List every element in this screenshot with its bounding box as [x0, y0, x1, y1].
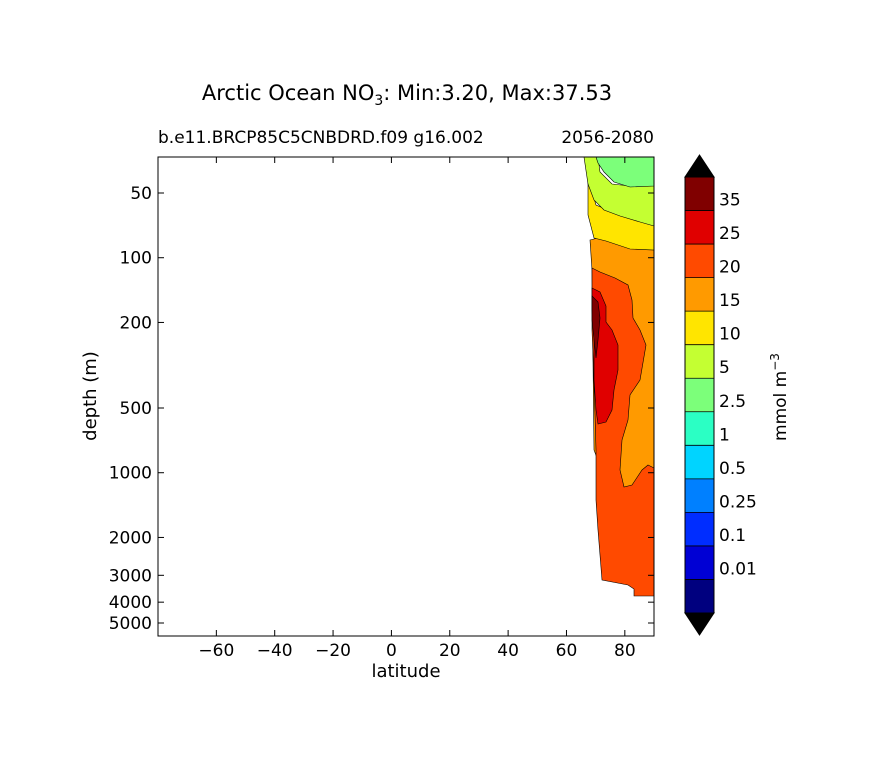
colorbar-tick-labels: 0.01 0.1 0.25 0.5 1 2.5 5 10 15 20 25 35 [719, 191, 757, 580]
colorbar [684, 154, 715, 636]
contour-band-35-plus [591, 295, 601, 359]
colorbar-swatch [685, 445, 714, 479]
y-tick-label: 50 [130, 184, 152, 204]
y-tick-label: 3000 [109, 566, 152, 586]
colorbar-swatch [685, 478, 714, 513]
colorbar-tick-label: 15 [719, 291, 741, 311]
y-tick-label: 5000 [109, 614, 152, 634]
colorbar-swatch [685, 344, 714, 379]
x-tick-label: 60 [556, 641, 578, 661]
colorbar-tick-label: 20 [719, 258, 741, 278]
y-tick-label: 500 [120, 399, 152, 419]
colorbar-tick-label: 25 [719, 224, 741, 244]
x-tick-label: 0 [386, 641, 397, 661]
x-axis-label: latitude [371, 661, 440, 682]
colorbar-swatch [685, 210, 714, 245]
chart-title: Arctic Ocean NO3: Min:3.20, Max:37.53 [202, 81, 612, 109]
y-tick-label: 4000 [109, 593, 152, 613]
x-tick-label: 80 [614, 641, 636, 661]
x-tick-label: −40 [257, 641, 293, 661]
y-tick-label: 2000 [109, 528, 152, 548]
colorbar-swatch [685, 545, 714, 580]
colorbar-tick-label: 0.01 [719, 559, 757, 579]
plot-frame [157, 156, 655, 637]
colorbar-frame [684, 176, 715, 614]
colorbar-swatch [685, 411, 714, 446]
colorbar-tick-label: 35 [719, 191, 741, 211]
colorbar-tick-label: 0.5 [719, 459, 746, 479]
subtitle-left: b.e11.BRCP85C5CNBDRD.f09 g16.002 [158, 128, 484, 148]
colorbar-extend-high [684, 154, 715, 178]
colorbar-tick-label: 1 [719, 425, 730, 445]
y-axis-label: depth (m) [80, 351, 101, 441]
contour-fills [583, 156, 655, 597]
colorbar-label-superscript: −3 [768, 353, 782, 371]
y-tick-label: 100 [120, 249, 152, 269]
y-tick-label: 1000 [109, 464, 152, 484]
colorbar-swatch [685, 512, 714, 546]
colorbar-swatch [685, 177, 714, 211]
colorbar-swatch [685, 244, 714, 278]
x-tick-label: 20 [439, 641, 461, 661]
y-tick-label: 200 [120, 313, 152, 333]
colorbar-label: mmol m−3 [768, 353, 791, 441]
colorbar-swatch [685, 311, 714, 345]
colorbar-swatch [685, 579, 714, 613]
plot-area [158, 157, 654, 636]
x-axis-ticks: −60 −40 −20 0 20 40 60 80 [198, 157, 636, 661]
x-tick-label: −20 [315, 641, 351, 661]
x-tick-label: −60 [198, 641, 234, 661]
x-tick-label: 40 [497, 641, 519, 661]
colorbar-swatch [685, 277, 714, 312]
colorbar-tick-label: 0.1 [719, 526, 746, 546]
colorbar-tick-label: 10 [719, 325, 741, 345]
colorbar-tick-label: 0.25 [719, 492, 757, 512]
colorbar-tick-label: 5 [719, 358, 730, 378]
title-subscript: 3 [374, 93, 383, 109]
colorbar-swatch [685, 378, 714, 412]
colorbar-extend-low [684, 612, 715, 636]
subtitle-right: 2056-2080 [561, 128, 654, 148]
colorbar-tick-label: 2.5 [719, 392, 746, 412]
